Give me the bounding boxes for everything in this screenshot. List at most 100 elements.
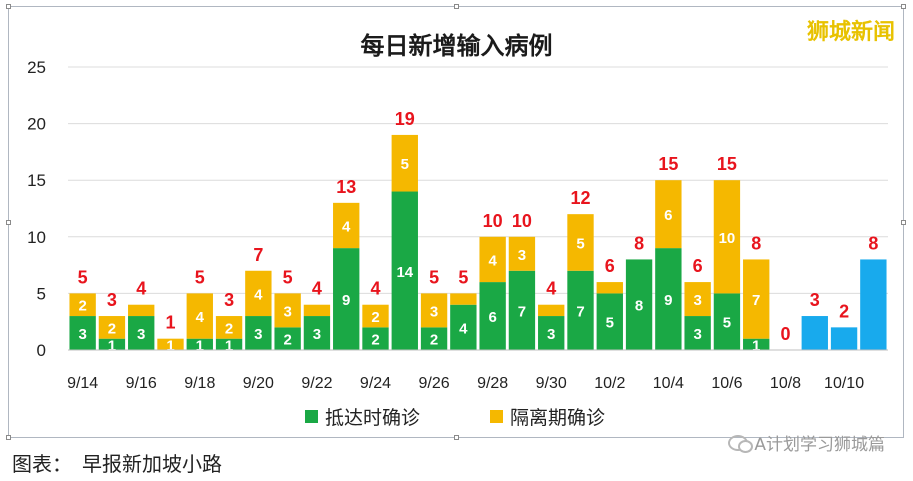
wechat-watermark: A计划学习狮城篇	[728, 430, 885, 455]
resize-handle-middle-right[interactable]	[901, 220, 906, 225]
x-tick-label: 10/4	[653, 375, 684, 392]
y-tick-label: 25	[27, 58, 46, 77]
total-label: 4	[546, 279, 556, 299]
bar-segment-arrival	[333, 248, 360, 350]
bar-segment-arrival	[450, 304, 477, 350]
x-tick-label: 9/14	[67, 375, 98, 392]
total-label: 4	[312, 279, 322, 299]
bar-segment-quarantine	[713, 180, 741, 294]
bar-segment-arrival	[128, 316, 155, 350]
total-label: 10	[483, 211, 503, 231]
total-label: 4	[370, 279, 380, 299]
segment-label: 4	[196, 309, 205, 326]
total-label: 10	[512, 211, 532, 231]
bar-segment-quarantine	[274, 293, 301, 328]
segment-label: 3	[518, 247, 526, 264]
bar-segment-arrival	[420, 327, 448, 350]
segment-label: 8	[635, 298, 643, 315]
bar-segment-arrival	[655, 248, 682, 350]
segment-label: 3	[430, 303, 438, 320]
bar-segment-quarantine	[245, 270, 272, 317]
segment-label: 3	[313, 326, 321, 343]
bar-segment-arrival	[274, 327, 301, 350]
segment-label: 2	[283, 332, 291, 349]
segment-label: 10	[719, 230, 736, 247]
y-tick-label: 10	[27, 228, 46, 247]
x-tick-label: 9/28	[477, 375, 508, 392]
y-tick-label: 20	[27, 115, 46, 134]
y-tick-label: 5	[37, 284, 46, 303]
bar-segment-quarantine	[479, 236, 506, 283]
segment-label: 4	[254, 286, 263, 303]
segment-label: 5	[401, 156, 409, 173]
segment-label: 2	[78, 298, 86, 315]
total-label: 3	[224, 290, 234, 310]
segment-label: 6	[664, 207, 672, 224]
bar-segment-quarantine	[333, 202, 360, 249]
bar-segment-quarantine	[508, 236, 536, 271]
bar-segment-arrival	[362, 327, 389, 350]
y-tick-label: 15	[27, 171, 46, 190]
bar-segment-quarantine	[69, 293, 96, 317]
resize-handle-bottom-left[interactable]	[6, 435, 11, 440]
wechat-icon	[728, 434, 754, 453]
resize-handle-top-right[interactable]	[901, 4, 906, 9]
resize-handle-bottom-middle[interactable]	[454, 435, 459, 440]
bar-segment-arrival	[713, 293, 741, 350]
resize-handle-middle-left[interactable]	[6, 220, 11, 225]
bar-segment-quarantine	[420, 293, 448, 328]
total-label: 19	[395, 109, 415, 129]
segment-label: 9	[664, 292, 672, 309]
bar-segment-arrival	[538, 316, 565, 350]
bar-segment-other	[830, 327, 858, 350]
segment-label: 7	[518, 303, 526, 320]
segment-label: 9	[342, 292, 350, 309]
segment-label: 1	[225, 337, 233, 354]
total-label: 3	[810, 290, 820, 310]
bar-segment-arrival	[625, 259, 653, 350]
x-tick-label: 10/2	[594, 375, 625, 392]
chart-title: 每日新增输入病例	[360, 32, 553, 60]
segment-label: 1	[108, 337, 116, 354]
x-tick-label: 9/20	[243, 375, 274, 392]
total-label: 4	[136, 279, 146, 299]
segment-label: 3	[78, 326, 86, 343]
bar-segment-quarantine	[128, 304, 155, 317]
resize-handle-top-middle[interactable]	[454, 4, 459, 9]
segment-label: 3	[547, 326, 555, 343]
segment-label: 2	[225, 320, 233, 337]
bar-segment-quarantine	[391, 134, 418, 192]
x-tick-label: 9/16	[126, 375, 157, 392]
total-label: 1	[165, 313, 175, 333]
segment-label: 5	[576, 235, 584, 252]
total-label: 5	[195, 267, 205, 287]
watermark-text: A计划学习狮城篇	[754, 435, 885, 455]
segment-label: 2	[371, 332, 379, 349]
bar-segment-arrival	[684, 316, 711, 350]
segment-label: 7	[576, 303, 584, 320]
total-label: 8	[751, 233, 761, 253]
bar-segment-arrival	[186, 338, 213, 350]
bar-segment-arrival	[391, 191, 418, 350]
total-label: 3	[107, 290, 117, 310]
segment-label: 3	[693, 292, 701, 309]
resize-handle-top-left[interactable]	[6, 4, 11, 9]
total-label: 15	[717, 154, 737, 174]
y-tick-label: 0	[37, 341, 46, 360]
total-label: 2	[839, 301, 849, 321]
bar-segment-quarantine	[538, 304, 565, 317]
segment-label: 4	[459, 320, 468, 337]
bar-segment-quarantine	[303, 304, 331, 317]
segment-label: 3	[254, 326, 262, 343]
total-label: 12	[570, 188, 590, 208]
segment-label: 5	[723, 315, 731, 332]
bar-segment-arrival	[98, 338, 126, 350]
bar-segment-quarantine	[450, 293, 477, 305]
bar-segment-arrival	[743, 338, 770, 350]
total-label: 8	[868, 233, 878, 253]
segment-label: 7	[752, 292, 760, 309]
chart-frame	[8, 6, 904, 438]
bar-segment-quarantine	[186, 293, 213, 339]
bar-segment-quarantine	[655, 180, 682, 249]
